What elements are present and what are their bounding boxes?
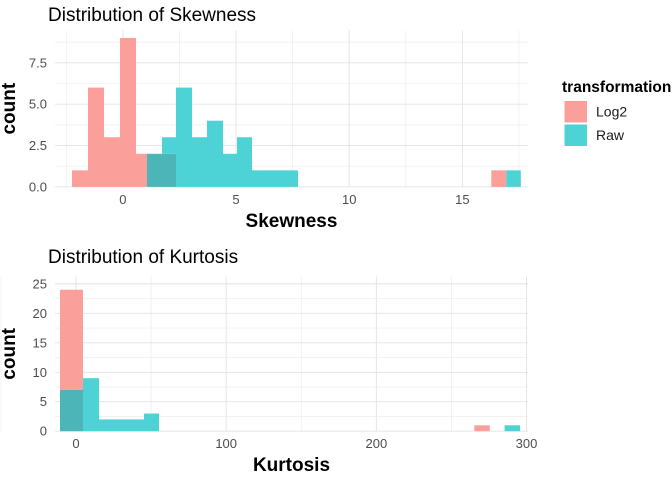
svg-text:count: count <box>0 327 20 379</box>
svg-text:10: 10 <box>33 365 47 380</box>
svg-text:25: 25 <box>33 276 47 291</box>
svg-text:5: 5 <box>232 192 239 207</box>
svg-text:2.5: 2.5 <box>29 138 47 153</box>
svg-text:100: 100 <box>215 436 237 451</box>
svg-text:Distribution of Skewness: Distribution of Skewness <box>48 5 256 26</box>
svg-text:0: 0 <box>72 436 79 451</box>
svg-text:count: count <box>0 82 20 134</box>
svg-text:0: 0 <box>119 192 126 207</box>
svg-text:15: 15 <box>455 192 469 207</box>
svg-text:0.0: 0.0 <box>29 179 47 194</box>
svg-text:10: 10 <box>342 192 356 207</box>
svg-text:20: 20 <box>33 306 47 321</box>
svg-text:5: 5 <box>40 394 47 409</box>
svg-text:7.5: 7.5 <box>29 55 47 70</box>
svg-text:Distribution of Kurtosis: Distribution of Kurtosis <box>48 247 238 268</box>
svg-text:0: 0 <box>40 424 47 439</box>
svg-text:200: 200 <box>365 436 387 451</box>
svg-text:Log2: Log2 <box>596 104 627 120</box>
svg-text:5.0: 5.0 <box>29 97 47 112</box>
svg-text:15: 15 <box>33 335 47 350</box>
svg-text:Raw: Raw <box>596 127 625 143</box>
svg-text:Kurtosis: Kurtosis <box>253 455 330 476</box>
svg-text:transformation: transformation <box>562 79 671 96</box>
svg-text:300: 300 <box>516 436 538 451</box>
svg-text:Skewness: Skewness <box>246 211 338 232</box>
